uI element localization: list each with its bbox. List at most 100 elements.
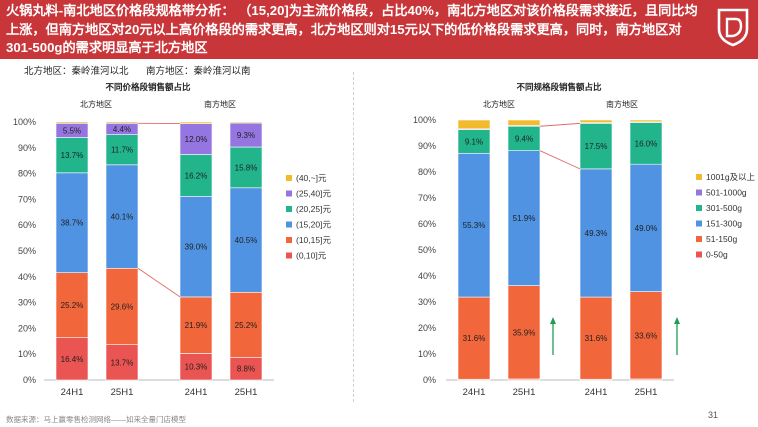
y-tick-label: 70% [18, 194, 36, 204]
data-label: 38.7% [61, 219, 84, 228]
bar-segment [55, 121, 89, 124]
y-tick-label: 60% [18, 220, 36, 230]
data-label: 40.1% [111, 213, 134, 222]
data-label: 12.0% [185, 135, 208, 144]
trend-arrow-head [550, 317, 556, 324]
y-tick-label: 50% [18, 246, 36, 256]
bar-segment [179, 196, 213, 298]
y-tick-label: 30% [18, 298, 36, 308]
legend-swatch [696, 236, 702, 242]
data-label: 25.2% [235, 321, 258, 330]
legend-label: 301-500g [706, 203, 742, 213]
group-label: 南方地区 [606, 99, 638, 109]
bar-segment [55, 137, 89, 174]
x-tick-label: 24H1 [463, 387, 486, 398]
legend-swatch [286, 252, 292, 259]
data-label: 4.4% [113, 125, 131, 134]
bar-segment [105, 267, 139, 345]
group-label: 北方地区 [483, 99, 515, 109]
brand-logo-icon [717, 8, 749, 47]
bar-segment [629, 291, 663, 380]
bar-segment [229, 187, 263, 293]
y-tick-label: 90% [18, 143, 36, 153]
bar-segment [105, 344, 139, 381]
connector-line [137, 267, 181, 298]
chart-title: 不同规格段销售额占比 [516, 82, 602, 92]
data-label: 15.8% [235, 163, 258, 172]
legend-label: 51-150g [706, 234, 737, 244]
legend-swatch [696, 174, 702, 180]
bar-segment [457, 152, 491, 298]
bar-segment [579, 119, 613, 123]
data-label: 21.9% [185, 321, 208, 330]
legend-label: 0-50g [706, 250, 728, 260]
bar-segment [629, 122, 663, 165]
legend-swatch [696, 220, 702, 227]
data-source-note: 数据来源：马上赢零售检测网络——如来全量门店模型 [6, 415, 186, 424]
connector-line [539, 150, 581, 170]
bar-segment [457, 119, 491, 130]
bar-segment [105, 121, 139, 124]
y-tick-label: 20% [18, 323, 36, 333]
data-label: 9.3% [237, 131, 255, 140]
bar-segment [105, 134, 139, 166]
y-tick-label: 10% [18, 349, 36, 359]
data-label: 51.9% [513, 214, 536, 223]
y-tick-label: 80% [18, 169, 36, 179]
legend-label: (20,25]元 [296, 204, 331, 214]
bar-segment [507, 150, 541, 286]
y-tick-label: 80% [418, 167, 436, 177]
bar-segment [179, 353, 213, 381]
x-tick-label: 25H1 [635, 387, 658, 398]
bar-segment [105, 164, 139, 269]
north-region-note: 北方地区：秦岭淮河以北 [24, 66, 129, 77]
legend-label: 501-1000g [706, 188, 747, 198]
data-label: 17.5% [585, 142, 608, 151]
legend-label: (15,20]元 [296, 220, 331, 230]
y-tick-label: 10% [418, 349, 436, 359]
x-tick-label: 24H1 [185, 387, 208, 398]
legend-swatch [696, 251, 702, 258]
data-label: 49.0% [635, 224, 658, 233]
data-label: 33.6% [635, 331, 658, 340]
data-label: 39.0% [185, 243, 208, 252]
x-tick-label: 25H1 [111, 387, 134, 398]
bar-segment [229, 121, 263, 124]
bar-segment [229, 146, 263, 189]
bar-segment [507, 119, 541, 126]
legend-label: 151-300g [706, 219, 742, 229]
data-label: 13.7% [61, 151, 84, 160]
bar-segment [55, 272, 89, 338]
x-tick-label: 25H1 [235, 387, 258, 398]
data-label: 8.8% [237, 365, 255, 374]
bar-segment [457, 296, 491, 380]
legend-label: (40,~]元 [296, 173, 327, 183]
legend-label: (10,15]元 [296, 235, 331, 245]
data-label: 40.5% [235, 236, 258, 245]
data-label: 10.3% [185, 363, 208, 372]
legend-swatch [286, 221, 292, 228]
y-tick-label: 30% [418, 297, 436, 307]
y-tick-label: 100% [413, 115, 436, 125]
y-tick-label: 20% [418, 323, 436, 333]
data-label: 9.4% [515, 134, 533, 143]
group-label: 北方地区 [80, 99, 112, 109]
x-tick-label: 24H1 [61, 387, 84, 398]
x-tick-label: 25H1 [513, 387, 536, 398]
data-label: 16.0% [635, 139, 658, 148]
bar-segment [629, 163, 663, 292]
data-label: 5.5% [63, 126, 81, 135]
bar-segment [179, 296, 213, 354]
data-label: 31.6% [585, 334, 608, 343]
legend-swatch [696, 189, 702, 196]
data-label: 35.9% [513, 328, 536, 337]
bar-segment [55, 337, 89, 381]
data-label: 16.4% [61, 355, 84, 364]
bar-segment [579, 168, 613, 298]
data-label: 31.6% [463, 334, 486, 343]
header-banner [0, 0, 758, 59]
legend-swatch [286, 237, 292, 243]
bar-segment [229, 291, 263, 358]
legend-label: (25,40]元 [296, 189, 331, 199]
page-title: 火锅丸料-南北地区价格段规格带分析： （15,20]为主流价格段，占比40%，南… [6, 3, 698, 55]
